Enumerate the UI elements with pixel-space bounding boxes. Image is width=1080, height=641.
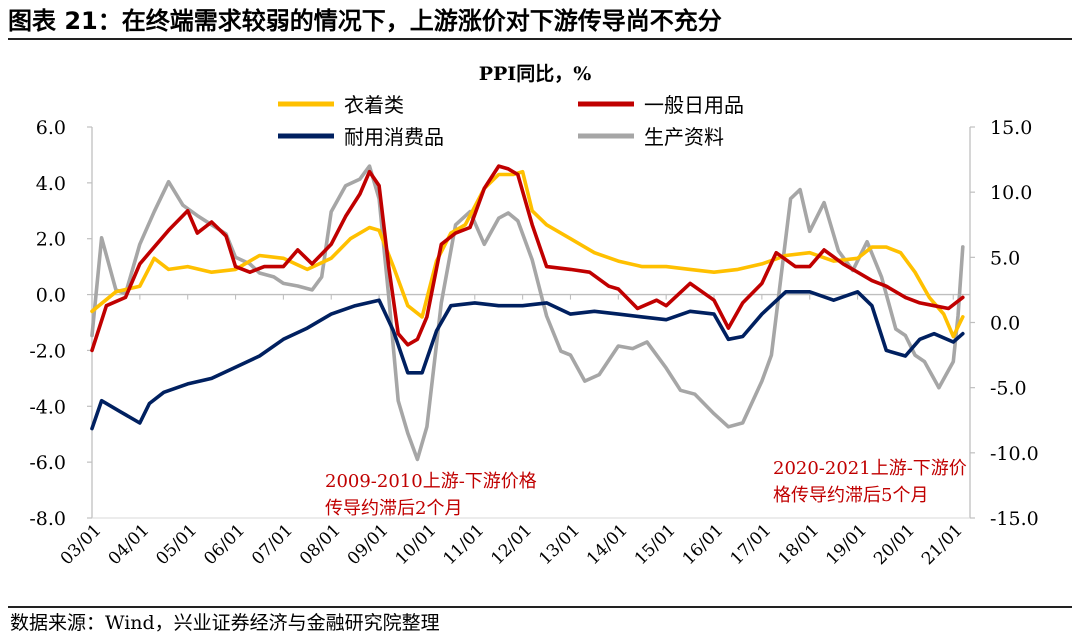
x-tick-label: 05/01 bbox=[152, 520, 201, 569]
figure-title: 图表 21：在终端需求较弱的情况下，上游涨价对下游传导尚不充分 bbox=[8, 7, 722, 35]
right-tick-label: 15.0 bbox=[990, 117, 1032, 139]
source-note: 数据来源：Wind，兴业证券经济与金融研究院整理 bbox=[10, 612, 440, 634]
left-tick-label: -4.0 bbox=[29, 396, 66, 418]
x-tick-label: 20/01 bbox=[870, 520, 919, 569]
annotation-line: 2009-2010上游-下游价格 bbox=[325, 471, 537, 492]
x-tick-label: 10/01 bbox=[392, 520, 441, 569]
right-tick-label: 5.0 bbox=[990, 247, 1020, 269]
x-tick-label: 06/01 bbox=[200, 520, 249, 569]
x-tick-label: 09/01 bbox=[344, 520, 393, 569]
legend-label: 衣着类 bbox=[344, 93, 404, 117]
x-tick-label: 14/01 bbox=[583, 520, 632, 569]
source-divider bbox=[8, 606, 1072, 608]
x-tick-label: 16/01 bbox=[679, 520, 728, 569]
x-tick-label: 08/01 bbox=[296, 520, 345, 569]
x-tick-label: 07/01 bbox=[248, 520, 297, 569]
legend-label: 耐用消费品 bbox=[344, 125, 444, 149]
left-tick-label: 0.0 bbox=[36, 285, 66, 307]
legend-label: 一般日用品 bbox=[644, 93, 744, 117]
chart-title: PPI同比，% bbox=[479, 63, 592, 85]
annotation-line: 传导约滞后2个月 bbox=[325, 498, 462, 519]
left-tick-label: -6.0 bbox=[29, 452, 66, 474]
right-tick-label: 0.0 bbox=[990, 313, 1020, 335]
x-tick-label: 15/01 bbox=[631, 520, 680, 569]
x-tick-label: 17/01 bbox=[727, 520, 776, 569]
x-tick-label: 12/01 bbox=[487, 520, 536, 569]
right-tick-label: -10.0 bbox=[990, 443, 1039, 465]
right-tick-label: -5.0 bbox=[990, 378, 1027, 400]
series-line-3 bbox=[90, 164, 965, 353]
right-tick-label: 10.0 bbox=[990, 182, 1032, 204]
x-tick-label: 04/01 bbox=[105, 520, 154, 569]
series-line-1 bbox=[90, 289, 965, 431]
x-tick-label: 11/01 bbox=[440, 520, 489, 569]
left-tick-label: 2.0 bbox=[36, 229, 66, 251]
left-tick-label: -2.0 bbox=[29, 340, 66, 362]
ppi-line-chart: 6.0 4.0 2.0 0.0 -2.0 -4.0 -6.0 -8.0 15.0 10.0 5.0 0… bbox=[29, 63, 1039, 569]
annotation-line: 格传导约滞后5个月 bbox=[773, 485, 928, 506]
x-tick-label: 21/01 bbox=[918, 520, 967, 569]
left-tick-label: 6.0 bbox=[36, 117, 66, 139]
left-tick-label: 4.0 bbox=[36, 173, 66, 195]
right-tick-label: -15.0 bbox=[990, 508, 1039, 530]
x-tick-label: 13/01 bbox=[535, 520, 584, 569]
annotation-line: 2020-2021上游-下游价 bbox=[773, 458, 967, 479]
legend-label: 生产资料 bbox=[644, 125, 724, 149]
title-divider bbox=[8, 38, 1072, 40]
series-layer bbox=[90, 164, 965, 462]
x-tick-label: 19/01 bbox=[822, 520, 871, 569]
series-line-0 bbox=[90, 164, 965, 462]
left-tick-label: -8.0 bbox=[29, 508, 66, 530]
x-tick-label: 18/01 bbox=[774, 520, 823, 569]
